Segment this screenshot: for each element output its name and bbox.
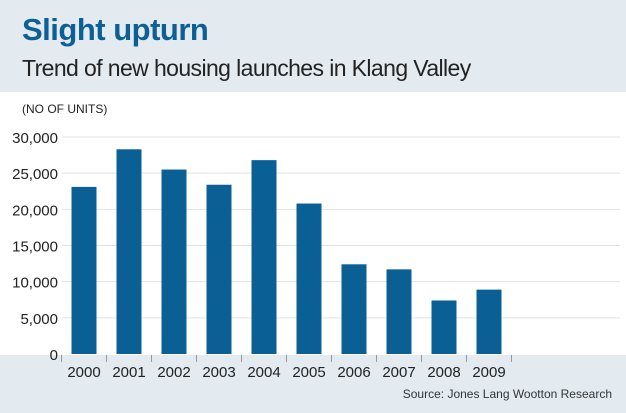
bar-2001 xyxy=(116,149,142,354)
x-tick-label: 2007 xyxy=(382,364,415,381)
bar-2005 xyxy=(296,203,322,354)
y-tick-label: 25,000 xyxy=(12,166,58,183)
x-tick-label: 2001 xyxy=(112,364,145,381)
x-tick-label: 2002 xyxy=(157,364,190,381)
y-axis-label: (NO OF UNITS) xyxy=(22,102,108,116)
y-tick-label: 30,000 xyxy=(12,130,58,147)
header-band xyxy=(0,0,626,92)
bar-2003 xyxy=(206,184,232,354)
x-tick-label: 2006 xyxy=(337,364,370,381)
y-tick-label: 0 xyxy=(50,347,58,364)
footer-band xyxy=(0,355,626,413)
bar-2007 xyxy=(386,269,412,354)
x-tick-label: 2005 xyxy=(292,364,325,381)
x-tick-label: 2008 xyxy=(427,364,460,381)
x-tick-label: 2004 xyxy=(247,364,280,381)
x-tick-label: 2003 xyxy=(202,364,235,381)
bar-2004 xyxy=(251,160,277,354)
bar-2002 xyxy=(161,169,187,354)
source-note: Source: Jones Lang Wootton Research xyxy=(402,387,612,401)
chart-subtitle: Trend of new housing launches in Klang V… xyxy=(22,55,471,81)
y-tick-label: 15,000 xyxy=(12,239,58,256)
x-tick-label: 2000 xyxy=(67,364,100,381)
y-tick-label: 5,000 xyxy=(20,311,58,328)
bar-2009 xyxy=(476,289,502,354)
bar-2006 xyxy=(341,264,367,354)
y-tick-label: 20,000 xyxy=(12,202,58,219)
bar-2000 xyxy=(71,186,97,354)
chart-title: Slight upturn xyxy=(22,12,209,47)
bar-2008 xyxy=(431,300,457,354)
x-tick-label: 2009 xyxy=(472,364,505,381)
y-tick-label: 10,000 xyxy=(12,275,58,292)
